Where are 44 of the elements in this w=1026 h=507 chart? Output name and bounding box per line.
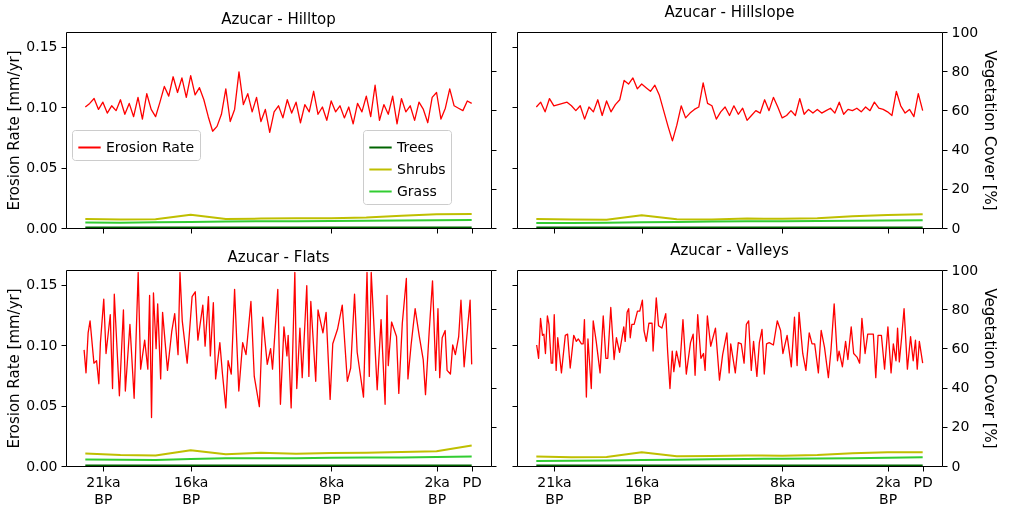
y2-tick-label: 40	[951, 141, 970, 158]
x-tick-label: 8ka BP	[770, 473, 796, 507]
x-tick-label: PD	[462, 473, 482, 490]
x-tick-label: PD	[913, 473, 933, 490]
y2-tick-label: 60	[951, 339, 970, 356]
legend-label: Shrubs	[397, 160, 446, 177]
chart-title: Azucar - Valleys	[670, 241, 790, 259]
legend-label: Trees	[396, 138, 434, 155]
y-axis-title: Erosion Rate [mm/yr]	[5, 288, 24, 449]
y2-tick-label: 100	[951, 23, 979, 40]
y2-tick-label: 20	[951, 418, 970, 435]
line-series	[84, 71, 473, 134]
y-tick-label: 0.00	[26, 219, 58, 236]
x-tick-label: 2ka BP	[424, 473, 450, 507]
legend-label: Erosion Rate	[106, 138, 195, 155]
y2-tick-label: 40	[951, 379, 970, 396]
y-tick-label: 0.10	[26, 336, 58, 353]
chart-title: Azucar - Hillslope	[664, 3, 795, 21]
x-tick-label: 16ka BP	[625, 473, 660, 507]
chart-title: Azucar - Hilltop	[221, 9, 336, 28]
y-tick-label: 0.00	[26, 457, 58, 474]
y2-tick-label: 0	[951, 457, 961, 474]
y2-tick-label: 60	[951, 101, 970, 118]
y2-tick-label: 80	[951, 300, 970, 317]
y-tick-label: 0.05	[26, 397, 58, 414]
x-tick-label: 2ka BP	[875, 473, 901, 507]
x-tick-label: 16ka BP	[174, 473, 209, 507]
x-tick-label: 21ka BP	[537, 473, 572, 507]
y2-tick-label: 20	[951, 180, 970, 197]
legend-label: Grass	[397, 182, 437, 199]
y-tick-label: 0.15	[26, 276, 58, 293]
y2-axis-title: Vegetation Cover [%]	[981, 50, 1000, 211]
y-tick-label: 0.15	[26, 38, 58, 55]
y-tick-label: 0.05	[26, 159, 58, 176]
x-tick-label: 8ka BP	[319, 473, 345, 507]
y-tick-label: 0.10	[26, 98, 58, 115]
y2-tick-label: 80	[951, 62, 970, 79]
chart-title: Azucar - Flats	[227, 247, 330, 266]
y2-tick-label: 100	[951, 261, 979, 278]
line-series	[83, 271, 473, 419]
x-tick-label: 21ka BP	[86, 473, 121, 507]
y2-axis-title: Vegetation Cover [%]	[981, 288, 1000, 449]
y2-tick-label: 0	[951, 219, 961, 236]
y-axis-title: Erosion Rate [mm/yr]	[5, 50, 24, 211]
